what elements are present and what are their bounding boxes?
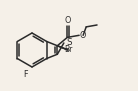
Text: S: S xyxy=(66,37,72,47)
Text: F: F xyxy=(23,70,28,79)
Text: O: O xyxy=(80,31,86,40)
Text: O: O xyxy=(64,16,71,25)
Text: Br: Br xyxy=(64,45,73,54)
